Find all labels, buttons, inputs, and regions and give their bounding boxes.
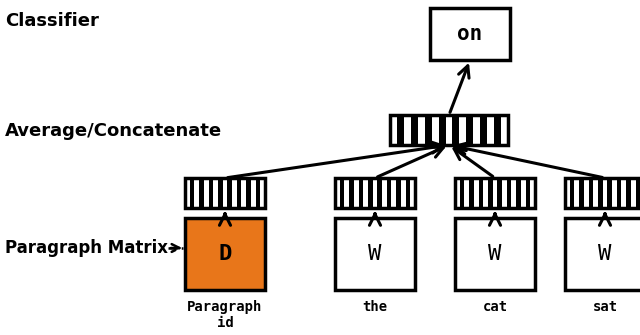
Text: Average/Concatenate: Average/Concatenate xyxy=(5,122,222,140)
Bar xyxy=(565,218,640,290)
Text: W: W xyxy=(598,244,612,264)
Bar xyxy=(411,115,418,145)
Bar xyxy=(636,178,640,208)
Bar xyxy=(607,178,612,208)
Text: Classifier: Classifier xyxy=(5,12,99,30)
Bar xyxy=(199,178,204,208)
Bar xyxy=(617,178,621,208)
Text: on: on xyxy=(458,24,483,44)
Bar xyxy=(570,178,575,208)
Bar xyxy=(390,115,508,145)
Bar xyxy=(368,178,372,208)
Bar xyxy=(425,115,431,145)
Bar xyxy=(460,178,465,208)
Bar xyxy=(507,178,511,208)
Bar xyxy=(480,115,487,145)
Bar xyxy=(335,218,415,290)
Bar xyxy=(467,115,474,145)
Text: cat: cat xyxy=(483,300,508,314)
Bar xyxy=(185,218,265,290)
Bar xyxy=(488,178,493,208)
Bar xyxy=(494,115,501,145)
Bar xyxy=(349,178,354,208)
Bar xyxy=(497,178,502,208)
Bar xyxy=(358,178,364,208)
Bar xyxy=(469,178,474,208)
Bar xyxy=(189,178,195,208)
Bar xyxy=(185,178,265,208)
Bar xyxy=(430,8,510,60)
Text: D: D xyxy=(218,244,232,264)
Bar xyxy=(579,178,584,208)
Text: W: W xyxy=(488,244,502,264)
Bar xyxy=(589,178,593,208)
Bar xyxy=(525,178,531,208)
Bar xyxy=(565,178,640,208)
Text: Paragraph
id: Paragraph id xyxy=(188,300,262,330)
Bar xyxy=(598,178,603,208)
Bar xyxy=(335,178,415,208)
Bar xyxy=(246,178,251,208)
Bar xyxy=(406,178,410,208)
Bar xyxy=(397,115,404,145)
Bar xyxy=(255,178,260,208)
Text: Paragraph Matrix: Paragraph Matrix xyxy=(5,239,168,257)
Text: W: W xyxy=(368,244,381,264)
Bar xyxy=(209,178,213,208)
Bar xyxy=(626,178,631,208)
Bar xyxy=(340,178,344,208)
Bar xyxy=(387,178,392,208)
Bar xyxy=(218,178,223,208)
Bar xyxy=(455,178,535,208)
Text: sat: sat xyxy=(593,300,618,314)
Bar xyxy=(455,218,535,290)
Bar xyxy=(378,178,382,208)
Bar xyxy=(227,178,232,208)
Bar xyxy=(452,115,460,145)
Text: the: the xyxy=(362,300,388,314)
Bar xyxy=(396,178,401,208)
Bar xyxy=(237,178,241,208)
Bar xyxy=(516,178,521,208)
Bar xyxy=(438,115,445,145)
Bar xyxy=(479,178,483,208)
